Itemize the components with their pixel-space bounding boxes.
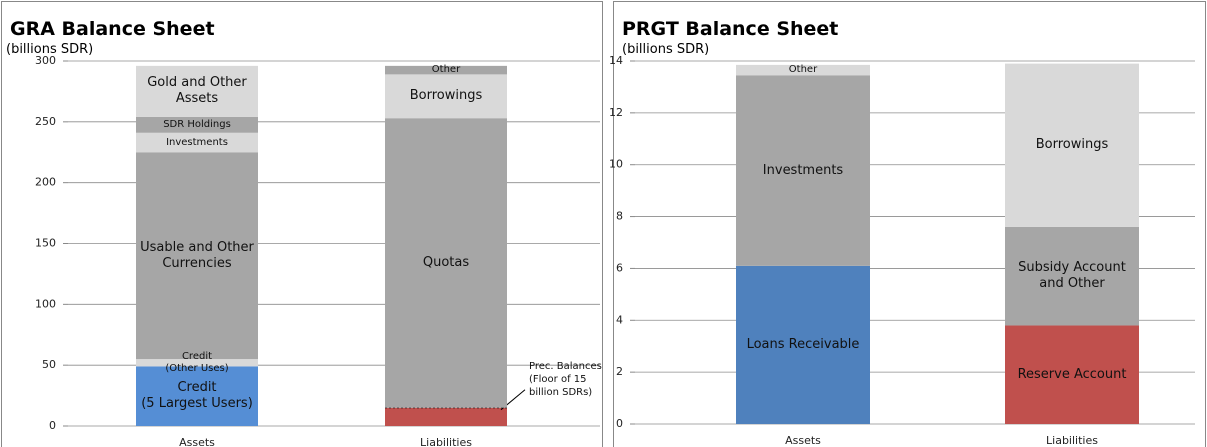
bar-segment <box>1005 63 1139 227</box>
bar-segment <box>136 132 258 153</box>
bar-segment <box>136 65 258 117</box>
x-tick-label: Liabilities <box>420 436 472 447</box>
segment-label: Other <box>788 64 818 76</box>
chart-subtitle: (billions SDR) <box>6 42 94 57</box>
bar-segment <box>736 75 870 266</box>
y-tick-label: 0 <box>616 417 623 430</box>
y-tick-label: 14 <box>609 54 623 67</box>
panel-border <box>1 1 603 447</box>
y-tick-label: 6 <box>616 261 623 274</box>
segment-label: Credit (Other Uses) <box>165 350 229 374</box>
y-tick-label: 4 <box>616 313 623 326</box>
bar-segment <box>736 64 870 76</box>
y-tick-label: 250 <box>35 115 56 128</box>
segment-label: SDR Holdings <box>163 118 231 130</box>
chart-subtitle: (billions SDR) <box>622 42 710 57</box>
y-tick-label: 12 <box>609 106 623 119</box>
chart-title: PRGT Balance Sheet <box>622 18 839 40</box>
x-tick-label: Assets <box>179 436 215 447</box>
y-tick-label: 50 <box>42 358 56 371</box>
bar-segment <box>1005 226 1139 326</box>
bar-segment <box>136 116 258 133</box>
bar-segment <box>1005 325 1139 424</box>
segment-label: Gold and Other Assets <box>147 75 247 107</box>
y-tick-label: 150 <box>35 237 56 250</box>
segment-label: Other <box>431 64 461 76</box>
segment-label: Investments <box>762 162 844 178</box>
bar-segment <box>385 74 507 119</box>
bar-segment <box>385 407 507 426</box>
bar-segment <box>385 118 507 408</box>
y-tick-label: 100 <box>35 297 56 310</box>
segment-label: Investments <box>166 136 228 148</box>
bar-segment <box>136 359 258 367</box>
segment-label: Borrowings <box>1035 137 1109 153</box>
y-tick-label: 200 <box>35 176 56 189</box>
segment-label: Usable and Other Currencies <box>140 239 254 271</box>
annotation: Prec. Balances (Floor of 15 billion SDRs… <box>529 360 602 398</box>
y-tick-label: 0 <box>49 419 56 432</box>
x-tick-label: Liabilities <box>1046 434 1098 447</box>
bar-segment <box>385 65 507 75</box>
segment-label: Quotas <box>422 254 470 270</box>
y-tick-label: 300 <box>35 54 56 67</box>
bar-segment <box>136 366 258 426</box>
segment-label: Credit (5 Largest Users) <box>141 380 253 412</box>
panel-border <box>613 1 1206 447</box>
bar-segment <box>136 152 258 360</box>
chart-title: GRA Balance Sheet <box>10 18 215 40</box>
segment-label: Loans Receivable <box>746 336 860 352</box>
segment-label: Reserve Account <box>1017 366 1127 382</box>
y-tick-label: 8 <box>616 210 623 223</box>
y-tick-label: 10 <box>609 158 623 171</box>
x-tick-label: Assets <box>785 434 821 447</box>
bar-segment <box>736 265 870 424</box>
segment-label: Subsidy Account and Other <box>1018 260 1126 292</box>
y-tick-label: 2 <box>616 365 623 378</box>
segment-label: Borrowings <box>409 88 483 104</box>
